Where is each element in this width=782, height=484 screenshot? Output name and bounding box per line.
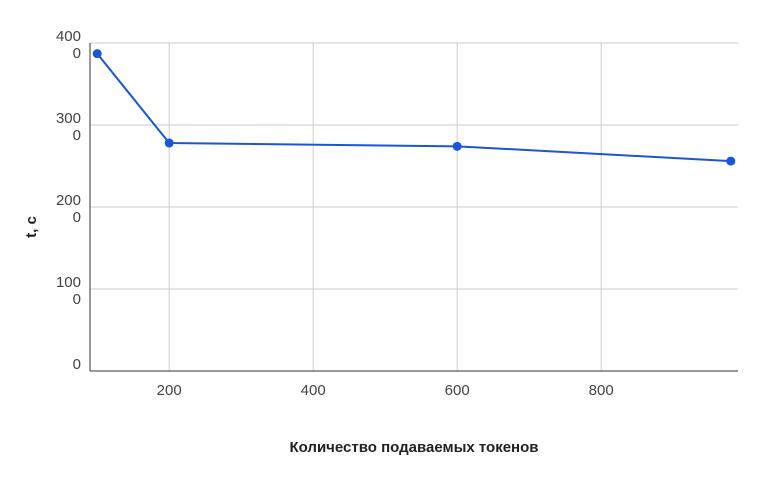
y-tick-label: 100 0 <box>56 274 81 308</box>
y-tick-label: 0 <box>73 356 81 373</box>
y-tick-label: 400 0 <box>56 28 81 62</box>
grid-lines <box>90 42 738 371</box>
axes <box>89 43 738 372</box>
x-tick-label: 400 <box>301 382 326 399</box>
y-axis-title: t, c <box>23 216 40 238</box>
x-tick-label: 200 <box>157 382 182 399</box>
y-tick-label: 200 0 <box>56 192 81 226</box>
y-tick-label: 300 0 <box>56 110 81 144</box>
x-tick-label: 800 <box>589 382 614 399</box>
data-point <box>164 138 174 148</box>
data-point <box>92 49 102 59</box>
x-axis-title: Количество подаваемых токенов <box>289 439 538 456</box>
data-point <box>452 141 462 151</box>
data-point <box>726 156 736 166</box>
series-line <box>96 53 731 163</box>
y-tick-labels: 0 100 0 200 0 300 0 400 0 <box>56 28 81 373</box>
data-series <box>92 49 736 166</box>
x-tick-labels: 200 400 600 800 <box>157 382 614 399</box>
x-tick-label: 600 <box>445 382 470 399</box>
